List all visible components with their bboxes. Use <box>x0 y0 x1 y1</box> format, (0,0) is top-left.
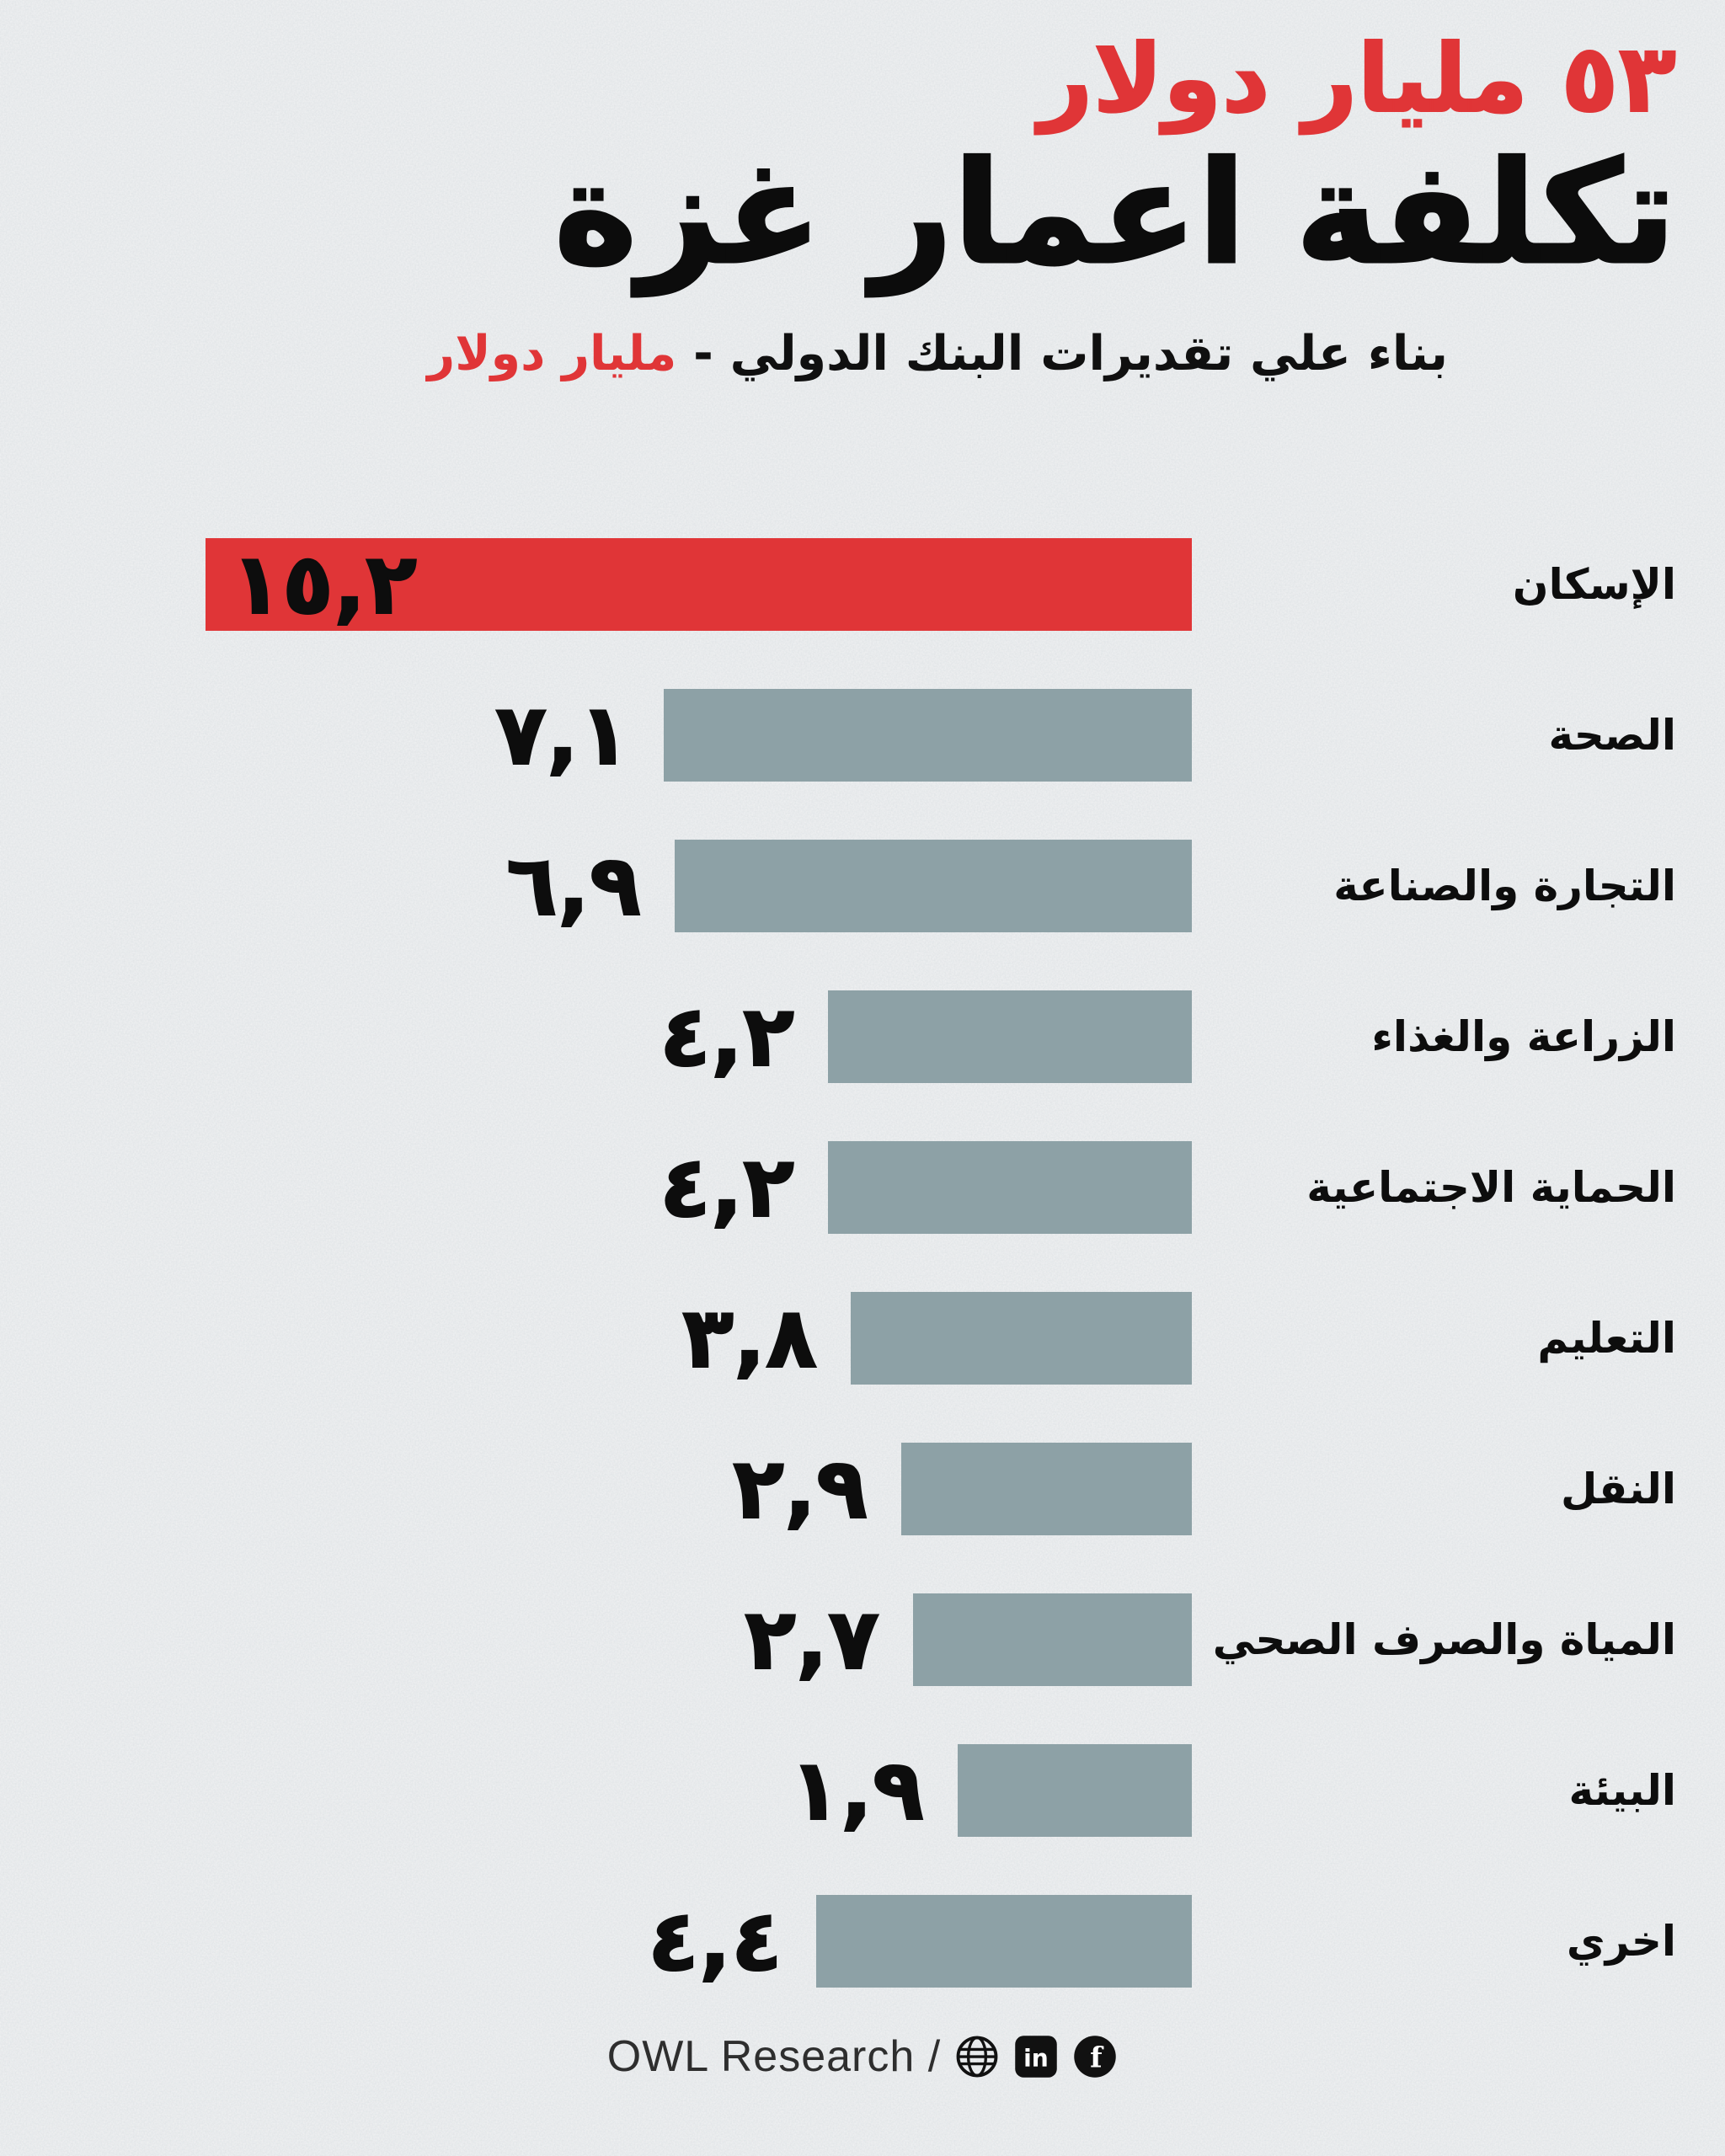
category-label: التعليم <box>1537 1313 1676 1363</box>
bar-highlight: ١٥,٢ <box>206 534 1192 633</box>
bar-row: التجارة والصناعة ٦,٩ <box>0 810 1725 961</box>
bar-value-label: ٢,٩ <box>732 1438 868 1538</box>
bar-row: اخري ٤,٤ <box>0 1865 1725 2016</box>
bar-value-label: ٧,١ <box>494 685 631 784</box>
credit-text: OWL Research / <box>606 2032 942 2081</box>
category-label: التجارة والصناعة <box>1333 861 1676 910</box>
bar-zone: ٤,٢ <box>206 1112 1192 1262</box>
globe-icon <box>954 2034 1000 2079</box>
bar <box>828 1140 1192 1234</box>
footer: OWL Research / in f <box>0 2031 1725 2082</box>
category-label: الإسكان <box>1512 559 1676 609</box>
bar-row: المياة والصرف الصحي ٢,٧ <box>0 1564 1725 1715</box>
headline-amount: ٥٣ مليار دولار <box>1038 24 1677 135</box>
bar-zone: ٤,٢ <box>206 961 1192 1112</box>
page-title: تكلفة اعمار غزة <box>553 130 1677 296</box>
facebook-icon: f <box>1072 2034 1118 2079</box>
header: ٥٣ مليار دولار تكلفة اعمار غزة بناء علي … <box>0 24 1725 382</box>
category-label: المياة والصرف الصحي <box>1212 1614 1676 1664</box>
bar-zone: ٣,٨ <box>206 1262 1192 1413</box>
bar-value-label: ٤,٢ <box>659 986 795 1086</box>
bar <box>675 839 1192 932</box>
bar-chart: الإسكان ١٥,٢ الصحة ٧,١ التجارة والصناعة ٦,٩ ال… <box>0 509 1725 2016</box>
bar-zone: ٦,٩ <box>206 810 1192 961</box>
bar-row: الإسكان ١٥,٢ <box>0 509 1725 659</box>
bar-value-label: ١٥,٢ <box>230 534 418 633</box>
bar-zone: ١٥,٢ <box>206 509 1192 659</box>
category-label: الزراعة والغذاء <box>1371 1011 1676 1061</box>
bar-value-label: ٤,٤ <box>647 1891 783 1990</box>
bar-zone: ٢,٧ <box>206 1564 1192 1715</box>
subtitle-text: بناء علي تقديرات البنك الدولي - <box>676 326 1448 382</box>
bar-value-label: ١,٩ <box>788 1740 925 1839</box>
category-label: البيئة <box>1568 1765 1676 1815</box>
bar-zone: ٢,٩ <box>206 1413 1192 1564</box>
bar-value-label: ٤,٢ <box>659 1137 795 1236</box>
category-label: اخري <box>1566 1916 1676 1966</box>
category-label: الحماية الاجتماعية <box>1306 1162 1676 1212</box>
bar-row: الحماية الاجتماعية ٤,٢ <box>0 1112 1725 1262</box>
bar <box>828 990 1192 1083</box>
bar <box>664 688 1192 782</box>
subtitle: بناء علي تقديرات البنك الدولي - مليار دو… <box>0 326 1448 382</box>
bar-value-label: ٢,٧ <box>744 1589 880 1689</box>
category-label: النقل <box>1561 1464 1676 1513</box>
bar-row: البيئة ١,٩ <box>0 1715 1725 1865</box>
svg-text:f: f <box>1090 2041 1104 2074</box>
bar-row: النقل ٢,٩ <box>0 1413 1725 1564</box>
svg-text:in: in <box>1023 2045 1049 2073</box>
category-label: الصحة <box>1548 710 1676 760</box>
bar-zone: ١,٩ <box>206 1715 1192 1865</box>
bar <box>901 1442 1192 1535</box>
bar-zone: ٤,٤ <box>206 1865 1192 2016</box>
bar-value-label: ٣,٨ <box>681 1288 818 1387</box>
bar-row: الزراعة والغذاء ٤,٢ <box>0 961 1725 1112</box>
bar <box>958 1743 1192 1837</box>
bar <box>851 1291 1192 1385</box>
subtitle-unit-accent: مليار دولار <box>427 326 677 382</box>
bar-row: التعليم ٣,٨ <box>0 1262 1725 1413</box>
linkedin-icon: in <box>1013 2034 1059 2079</box>
bar <box>913 1593 1192 1686</box>
bar-value-label: ٦,٩ <box>505 835 642 935</box>
bar-zone: ٧,١ <box>206 659 1192 810</box>
bar-row: الصحة ٧,١ <box>0 659 1725 810</box>
bar <box>816 1894 1192 1988</box>
